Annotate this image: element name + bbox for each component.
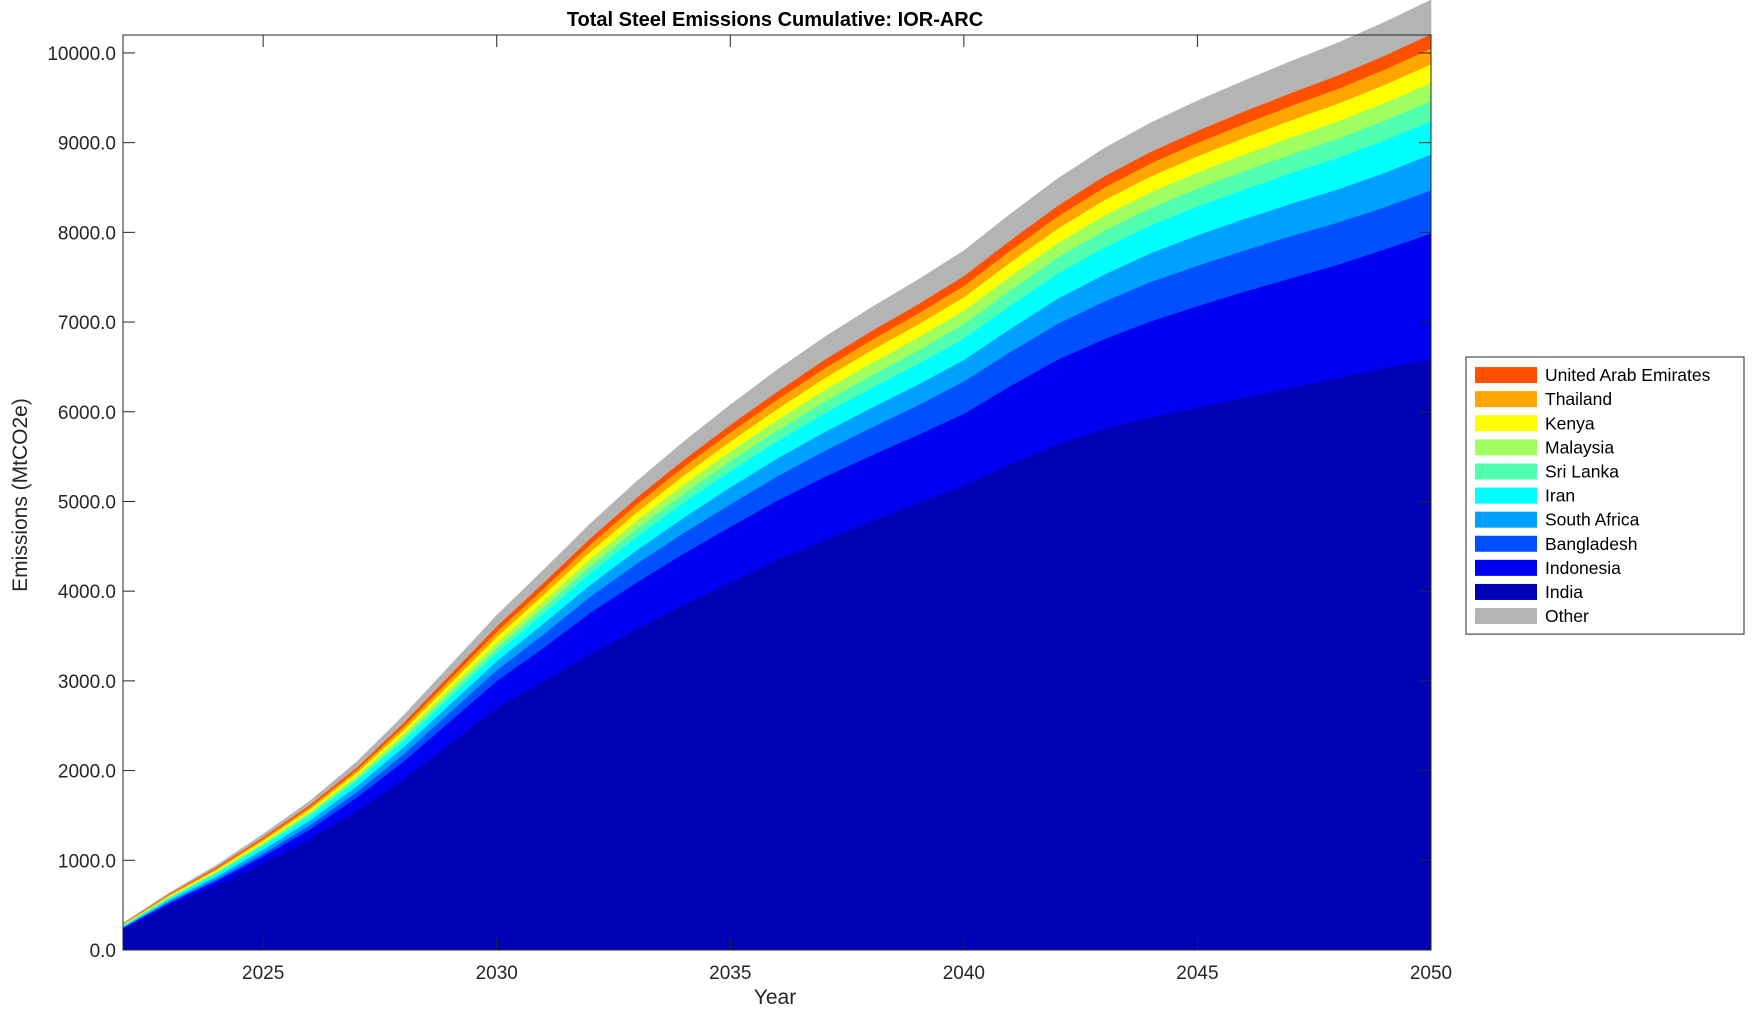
y-tick-label: 1000.0 <box>58 851 116 872</box>
legend-label-indonesia: Indonesia <box>1545 558 1621 578</box>
x-tick-label: 2040 <box>943 963 985 984</box>
legend-swatch-malaysia <box>1475 439 1537 455</box>
legend-label-india: India <box>1545 582 1583 602</box>
legend-label-thailand: Thailand <box>1545 389 1612 409</box>
legend-label-south-africa: South Africa <box>1545 510 1640 530</box>
y-tick-label: 2000.0 <box>58 762 116 783</box>
y-tick-label: 4000.0 <box>58 582 116 603</box>
y-tick-label: 7000.0 <box>58 313 116 334</box>
y-axis-label: Emissions (MtCO2e) <box>9 398 32 592</box>
legend-label-sri-lanka: Sri Lanka <box>1545 461 1619 481</box>
legend-label-malaysia: Malaysia <box>1545 437 1614 457</box>
legend-swatch-thailand <box>1475 391 1537 407</box>
x-tick-label: 2030 <box>476 963 518 984</box>
x-tick-label: 2025 <box>242 963 284 984</box>
chart-title: Total Steel Emissions Cumulative: IOR-AR… <box>567 9 983 31</box>
legend-label-kenya: Kenya <box>1545 413 1595 433</box>
legend-swatch-united-arab-emirates <box>1475 367 1537 383</box>
y-tick-label: 3000.0 <box>58 672 116 693</box>
legend-swatch-bangladesh <box>1475 536 1537 552</box>
x-axis-label: Year <box>754 986 796 1009</box>
x-tick-label: 2050 <box>1410 963 1452 984</box>
x-tick-label: 2035 <box>709 963 751 984</box>
y-tick-label: 6000.0 <box>58 403 116 424</box>
legend-swatch-indonesia <box>1475 560 1537 576</box>
legend-label-other: Other <box>1545 606 1589 626</box>
y-tick-label: 10000.0 <box>47 44 116 65</box>
legend-swatch-india <box>1475 584 1537 600</box>
y-tick-label: 8000.0 <box>58 223 116 244</box>
legend: United Arab Emirates Thailand Kenya Malaysi… <box>1466 357 1744 634</box>
y-tick-label: 9000.0 <box>58 134 116 155</box>
x-tick-label: 2045 <box>1176 963 1218 984</box>
legend-swatch-iran <box>1475 488 1537 504</box>
legend-label-united-arab-emirates: United Arab Emirates <box>1545 365 1711 385</box>
legend-swatch-sri-lanka <box>1475 463 1537 479</box>
legend-swatch-south-africa <box>1475 512 1537 528</box>
legend-label-bangladesh: Bangladesh <box>1545 534 1637 554</box>
legend-swatch-kenya <box>1475 415 1537 431</box>
y-tick-label: 0.0 <box>90 941 116 962</box>
legend-label-iran: Iran <box>1545 486 1575 506</box>
y-tick-label: 5000.0 <box>58 492 116 513</box>
legend-swatch-other <box>1475 608 1537 624</box>
